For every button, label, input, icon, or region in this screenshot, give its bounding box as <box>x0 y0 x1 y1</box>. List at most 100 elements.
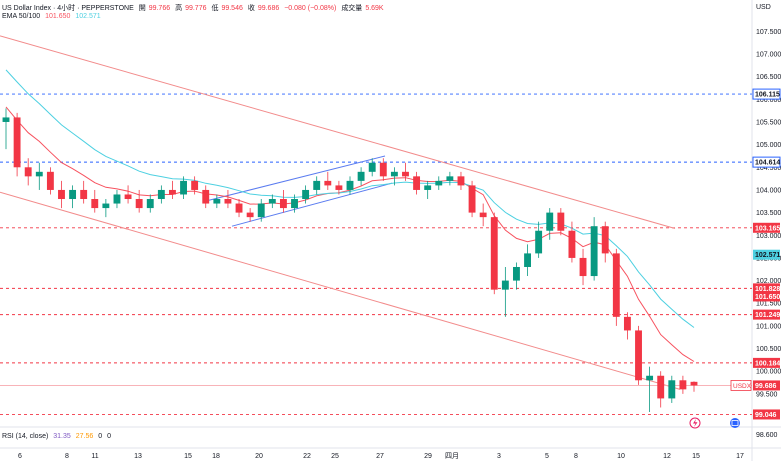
candle <box>623 312 631 340</box>
x-tick-label: 17 <box>736 453 744 460</box>
candle-body <box>424 185 432 190</box>
x-tick-label: 6 <box>18 453 22 460</box>
candle <box>446 171 454 186</box>
y-tick-label: 101.500 <box>756 301 781 308</box>
y-tick-label: 100.000 <box>756 369 781 376</box>
candle <box>457 171 465 190</box>
candle-body <box>601 226 609 254</box>
candle-body <box>146 199 154 209</box>
candle <box>58 180 65 209</box>
price-label-box <box>752 88 781 100</box>
candle <box>668 375 676 403</box>
candle-body <box>357 171 365 181</box>
y-tick-label: 102.000 <box>756 278 781 285</box>
candle <box>157 185 165 204</box>
y-tick-label: 105.000 <box>756 142 781 149</box>
price-label-box <box>753 222 780 233</box>
calendar-icon-circle <box>730 418 740 428</box>
candle <box>91 189 99 213</box>
y-tick-label: 107.000 <box>756 51 781 58</box>
x-tick-label: 8 <box>574 453 578 460</box>
candle-body <box>157 189 165 200</box>
candle <box>568 221 576 263</box>
candle <box>590 217 598 281</box>
candle <box>279 189 287 213</box>
price-label: 99.046 <box>753 409 780 420</box>
candle <box>324 171 332 190</box>
y-tick-label: 103.500 <box>756 210 781 217</box>
candle-body <box>346 180 354 190</box>
candle <box>302 185 310 204</box>
rsi-value-3: 0 <box>98 433 103 440</box>
calendar-icon <box>730 418 740 428</box>
candle-body <box>169 189 176 195</box>
x-tick-label: 15 <box>184 453 192 460</box>
price-label-box <box>753 409 780 420</box>
y-tick-label: 99.500 <box>756 391 778 398</box>
candle <box>146 194 154 213</box>
x-tick-label: 27 <box>376 453 384 460</box>
candle <box>379 158 387 181</box>
candle <box>357 167 365 186</box>
candle <box>635 325 642 385</box>
candle-body <box>646 375 654 381</box>
rsi-legend[interactable]: RSI (14, close) 31.35 27.56 0 0 <box>2 433 114 440</box>
candle-body <box>313 180 321 190</box>
candle-body <box>535 230 543 254</box>
channel-lower <box>231 182 393 227</box>
x-tick-label: 10 <box>617 453 625 460</box>
candle-body <box>679 380 687 390</box>
price-label-box <box>753 249 780 260</box>
rsi-label: RSI (14, close) <box>2 433 49 440</box>
candle-body <box>268 199 276 204</box>
candle <box>513 262 520 290</box>
ema50-value: 101.650 <box>45 13 71 20</box>
candle-body <box>413 176 421 190</box>
candle <box>646 366 654 413</box>
candle <box>24 158 32 186</box>
candle-body <box>501 280 509 290</box>
rsi-value-2: 27.56 <box>75 433 94 440</box>
candle-body <box>291 199 298 209</box>
candle-body <box>590 226 598 277</box>
candle-body <box>135 199 143 209</box>
price-label: 101.828 <box>753 283 780 294</box>
candle <box>657 371 665 408</box>
candle-body <box>279 199 287 209</box>
candle-body <box>468 185 476 213</box>
ema100-value: 102.571 <box>75 13 101 20</box>
y-tick-label: 104.500 <box>756 165 781 172</box>
candle-body <box>524 253 531 267</box>
candle-body <box>513 266 520 281</box>
currency-label: USD <box>756 4 771 11</box>
low-value: 99.546 <box>221 5 243 12</box>
candle <box>501 266 509 317</box>
flash-icon-bolt <box>693 419 698 427</box>
candle <box>13 112 21 177</box>
candle <box>224 189 232 209</box>
candle <box>690 381 698 392</box>
candle-body <box>213 199 221 204</box>
candle <box>424 180 432 200</box>
candle <box>257 199 265 222</box>
candle-body <box>402 171 409 177</box>
close-label: 收 <box>247 5 255 12</box>
candle-body <box>235 203 243 213</box>
high-label: 高 <box>175 5 183 12</box>
candle-body <box>579 257 587 277</box>
candle-body <box>657 375 665 399</box>
rsi-value-4: 0 <box>107 433 111 440</box>
candle <box>191 176 199 195</box>
x-tick-label: 13 <box>134 453 142 460</box>
x-tick-label: 15 <box>692 453 700 460</box>
candle-body <box>668 380 676 399</box>
candle-body <box>102 203 110 209</box>
ema-legend[interactable]: EMA 50/100 101.650 102.571 <box>2 13 104 20</box>
y-tick-label: 105.500 <box>756 119 781 126</box>
candle <box>535 221 543 258</box>
candle <box>346 176 354 195</box>
x-tick-label: 29 <box>424 453 432 460</box>
x-tick-label: 12 <box>663 453 671 460</box>
